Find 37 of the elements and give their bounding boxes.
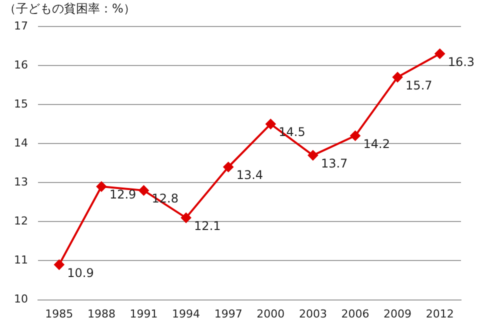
point — [392, 72, 403, 82]
x-tick-label: 2006 — [341, 307, 370, 320]
y-tick-label: 15 — [14, 97, 28, 110]
x-tick-label: 1988 — [87, 307, 116, 320]
data-label: 16.3 — [448, 54, 475, 69]
point — [223, 162, 234, 172]
x-tick-label: 2012 — [426, 307, 454, 320]
x-tick-label: 2003 — [298, 307, 327, 320]
y-tick-label: 14 — [14, 136, 28, 150]
x-tick-label: 2000 — [256, 307, 285, 320]
x-tick-label: 1991 — [130, 307, 158, 320]
point — [350, 130, 360, 141]
y-tick-label: 16 — [14, 58, 28, 72]
point — [308, 150, 318, 160]
data-label: 12.9 — [109, 188, 136, 202]
y-tick-label: 12 — [14, 214, 28, 228]
point — [54, 260, 64, 270]
y-tick-label: 10 — [14, 292, 28, 306]
point — [266, 119, 276, 130]
point — [181, 212, 192, 223]
point — [96, 182, 106, 192]
point — [138, 185, 149, 196]
y-tick-label: 13 — [14, 175, 28, 188]
data-label: 12.1 — [194, 218, 221, 233]
data-label: 15.7 — [406, 78, 432, 92]
x-tick-label: 1997 — [214, 307, 242, 320]
data-label: 10.9 — [67, 266, 94, 280]
data-label: 13.7 — [320, 156, 348, 170]
x-tick-label: 1994 — [172, 307, 200, 320]
x-tick-label: 2009 — [384, 307, 412, 320]
y-tick-label: 11 — [14, 254, 28, 267]
point — [434, 48, 445, 59]
data-label: 13.4 — [236, 168, 264, 182]
x-tick-label: 1985 — [45, 307, 74, 320]
chart-title: （子どもの貧困率：%） — [4, 1, 136, 16]
y-tick-label: 17 — [14, 19, 28, 32]
data-label: 14.2 — [363, 136, 390, 151]
